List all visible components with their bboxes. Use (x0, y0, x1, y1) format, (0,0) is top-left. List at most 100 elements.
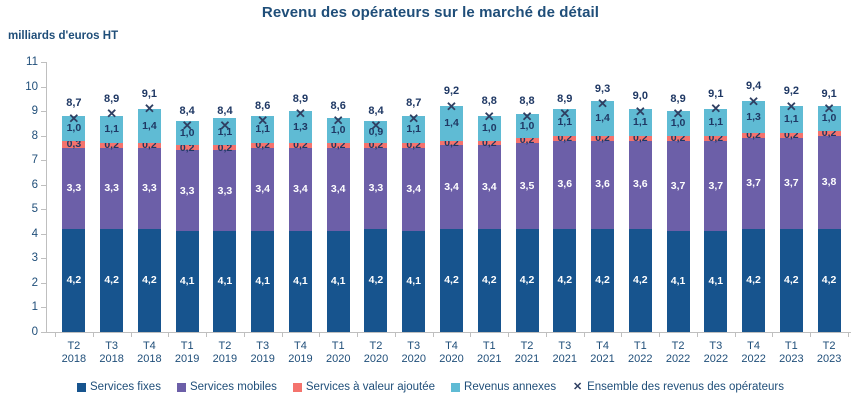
bar-segment-vaa[interactable]: 0,2 (402, 140, 426, 150)
bar-column[interactable]: 4,1 3,7 0,2 1,0 (666, 111, 690, 332)
bar-column[interactable]: 4,2 3,4 0,2 1,0 (477, 116, 501, 332)
bar-segment-fixes[interactable]: 4,2 (515, 228, 539, 332)
bar-segment-mobiles[interactable]: 3,3 (62, 147, 86, 229)
bar-segment-annexes[interactable]: 1,1 (704, 108, 728, 136)
bar-segment-fixes[interactable]: 4,1 (213, 231, 237, 332)
bar-segment-annexes[interactable]: 1,0 (515, 113, 539, 139)
bar-segment-fixes[interactable]: 4,2 (364, 228, 388, 332)
bar-segment-mobiles[interactable]: 3,7 (666, 140, 690, 232)
bar-segment-mobiles[interactable]: 3,4 (251, 147, 275, 232)
bar-segment-annexes[interactable]: 1,1 (251, 116, 275, 143)
bar-segment-mobiles[interactable]: 3,3 (213, 150, 237, 232)
bar-segment-fixes[interactable]: 4,2 (742, 228, 766, 332)
bar-segment-mobiles[interactable]: 3,6 (553, 140, 577, 229)
bar-column[interactable]: 4,1 3,3 0,2 1,0 (175, 120, 199, 332)
bar-segment-vaa[interactable]: 0,2 (477, 138, 501, 148)
bar-segment-mobiles[interactable]: 3,4 (326, 147, 350, 232)
bar-segment-vaa[interactable]: 0,2 (817, 128, 841, 138)
bar-segment-vaa[interactable]: 0,2 (364, 140, 388, 150)
bar-segment-fixes[interactable]: 4,2 (591, 228, 615, 332)
bar-segment-vaa[interactable]: 0,2 (666, 133, 690, 143)
bar-segment-fixes[interactable]: 4,2 (477, 228, 501, 332)
bar-segment-vaa[interactable]: 0,2 (440, 138, 463, 148)
bar-segment-mobiles[interactable]: 3,7 (742, 138, 766, 229)
bar-segment-mobiles[interactable]: 3,7 (704, 140, 728, 232)
bar-segment-fixes[interactable]: 4,2 (137, 228, 161, 332)
bar-segment-vaa[interactable]: 0,2 (213, 143, 237, 153)
bar-segment-mobiles[interactable]: 3,4 (440, 145, 463, 229)
bar-segment-annexes[interactable]: 1,1 (402, 116, 426, 143)
bar-column[interactable]: 4,2 3,3 0,3 1,0 (62, 116, 86, 332)
bar-segment-fixes[interactable]: 4,2 (817, 228, 841, 332)
bar-segment-fixes[interactable]: 4,2 (779, 228, 803, 332)
bar-column[interactable]: 4,2 3,7 0,2 1,3 (742, 101, 766, 332)
bar-segment-vaa[interactable]: 0,2 (137, 140, 161, 150)
bar-segment-fixes[interactable]: 4,1 (326, 231, 350, 332)
bar-segment-fixes[interactable]: 4,2 (62, 228, 86, 332)
bar-column[interactable]: 4,1 3,7 0,2 1,1 (704, 108, 728, 332)
bar-segment-vaa[interactable]: 0,2 (779, 130, 803, 141)
bar-column[interactable]: 4,2 3,6 0,2 1,4 (591, 101, 615, 332)
bar-segment-annexes[interactable]: 1,0 (477, 116, 501, 141)
bar-segment-mobiles[interactable]: 3,4 (477, 145, 501, 229)
bar-segment-annexes[interactable]: 1,4 (591, 101, 615, 136)
bar-column[interactable]: 4,2 3,3 0,2 1,1 (100, 116, 124, 332)
bar-segment-annexes[interactable]: 1,0 (326, 118, 350, 143)
bar-segment-vaa[interactable]: 0,2 (628, 133, 652, 143)
bar-segment-fixes[interactable]: 4,1 (402, 231, 426, 332)
bar-segment-vaa[interactable]: 0,2 (251, 140, 275, 150)
legend-item-annexes[interactable]: Revenus annexes (451, 381, 556, 393)
bar-segment-mobiles[interactable]: 3,4 (288, 147, 312, 232)
bar-segment-mobiles[interactable]: 3,6 (591, 140, 615, 229)
bar-segment-vaa[interactable]: 0,2 (326, 140, 350, 150)
bar-segment-annexes[interactable]: 1,0 (175, 120, 199, 146)
bar-segment-mobiles[interactable]: 3,3 (137, 147, 161, 229)
bar-segment-fixes[interactable]: 4,2 (100, 228, 124, 332)
bar-column[interactable]: 4,1 3,4 0,2 1,1 (251, 116, 275, 332)
bar-segment-annexes[interactable]: 1,1 (213, 118, 237, 146)
bar-segment-annexes[interactable]: 1,4 (137, 108, 161, 143)
bar-segment-mobiles[interactable]: 3,6 (628, 140, 652, 229)
bar-segment-vaa[interactable]: 0,2 (288, 140, 312, 150)
bar-segment-vaa[interactable]: 0,2 (742, 130, 766, 141)
bar-column[interactable]: 4,2 3,6 0,2 1,1 (553, 108, 577, 332)
legend-item-mobiles[interactable]: Services mobiles (176, 381, 277, 393)
bar-segment-mobiles[interactable]: 3,8 (817, 135, 841, 229)
bar-column[interactable]: 4,1 3,3 0,2 1,1 (213, 118, 237, 332)
bar-column[interactable]: 4,2 3,4 0,2 1,4 (440, 106, 463, 332)
legend-item-fixes[interactable]: Services fixes (77, 381, 161, 393)
bar-segment-fixes[interactable]: 4,2 (553, 228, 577, 332)
bar-segment-annexes[interactable]: 1,0 (62, 116, 86, 141)
bar-segment-annexes[interactable]: 1,1 (553, 108, 577, 136)
bar-segment-mobiles[interactable]: 3,5 (515, 143, 539, 229)
bar-column[interactable]: 4,2 3,6 0,2 1,1 (628, 108, 652, 332)
bar-segment-fixes[interactable]: 4,1 (251, 231, 275, 332)
bar-segment-mobiles[interactable]: 3,7 (779, 138, 803, 229)
bar-column[interactable]: 4,2 3,7 0,2 1,1 (779, 106, 803, 332)
bar-segment-vaa[interactable]: 0,2 (704, 133, 728, 143)
bar-column[interactable]: 4,1 3,4 0,2 1,3 (288, 111, 312, 332)
bar-segment-mobiles[interactable]: 3,3 (175, 150, 199, 232)
bar-segment-annexes[interactable]: 1,4 (440, 106, 463, 141)
bar-segment-mobiles[interactable]: 3,3 (364, 147, 388, 229)
bar-segment-mobiles[interactable]: 3,3 (100, 147, 124, 229)
bar-segment-vaa[interactable]: 0,2 (175, 143, 199, 153)
bar-segment-fixes[interactable]: 4,1 (666, 231, 690, 332)
bar-segment-annexes[interactable]: 1,0 (666, 111, 690, 136)
bar-column[interactable]: 4,2 3,8 0,2 1,0 (817, 106, 841, 332)
bar-segment-mobiles[interactable]: 3,4 (402, 147, 426, 232)
bar-segment-vaa[interactable]: 0,2 (553, 133, 577, 143)
bar-segment-annexes[interactable]: 1,1 (779, 106, 803, 134)
bar-segment-vaa[interactable]: 0,3 (62, 138, 86, 150)
bar-segment-annexes[interactable]: 1,1 (628, 108, 652, 136)
bar-segment-fixes[interactable]: 4,2 (440, 228, 463, 332)
bar-segment-vaa[interactable]: 0,2 (591, 133, 615, 143)
bar-segment-annexes[interactable]: 1,1 (100, 116, 124, 143)
bar-segment-annexes[interactable]: 0,9 (364, 120, 388, 143)
bar-segment-vaa[interactable]: 0,2 (515, 135, 539, 145)
bar-column[interactable]: 4,1 3,4 0,2 1,1 (402, 116, 426, 332)
bar-column[interactable]: 4,1 3,4 0,2 1,0 (326, 118, 350, 332)
bar-segment-vaa[interactable]: 0,2 (100, 140, 124, 150)
bar-column[interactable]: 4,2 3,3 0,2 1,4 (137, 108, 161, 332)
bar-segment-fixes[interactable]: 4,1 (175, 231, 199, 332)
